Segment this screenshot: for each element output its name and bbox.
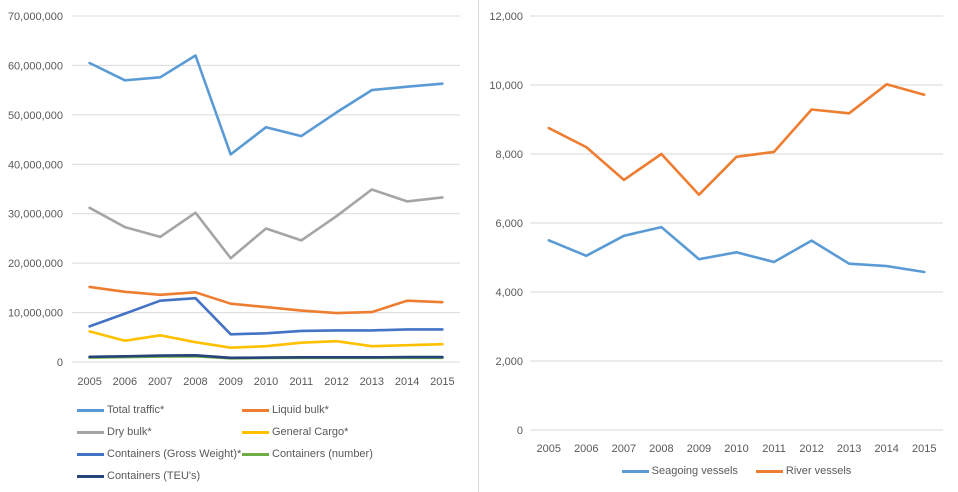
legend-label: General Cargo* xyxy=(272,425,349,438)
x-axis-tick-label: 2008 xyxy=(649,443,673,455)
x-axis-tick-label: 2013 xyxy=(360,376,384,388)
series-line-river-vessels xyxy=(547,83,926,196)
y-axis-tick-label: 40,000,000 xyxy=(8,159,63,171)
legend-line-swatch-icon xyxy=(755,469,783,473)
legend-item-containers-teu-s: Containers (TEU's) xyxy=(77,465,242,487)
legend-item-dry-bulk: Dry bulk* xyxy=(77,421,242,443)
x-axis-tick-label: 2012 xyxy=(799,443,823,455)
x-axis-tick-label: 2013 xyxy=(837,443,861,455)
series-line-seagoing-vessels xyxy=(547,225,926,274)
cargo-traffic-plot-area: 0 10,000,000 20,000,000 30,000,000 40,000,00… xyxy=(8,11,460,388)
y-axis-tick-label: 10,000,000 xyxy=(8,308,63,320)
x-axis-tick-label: 2009 xyxy=(218,376,242,388)
legend-item-containers-gross-weight: Containers (Gross Weight)* xyxy=(77,443,242,465)
vessels-legend: Seagoing vessels River vessels xyxy=(530,464,943,478)
legend-item-liquid-bulk: Liquid bulk* xyxy=(242,399,407,421)
series-line-containers-teu-s xyxy=(88,353,444,360)
legend-label: Containers (Gross Weight)* xyxy=(107,447,242,460)
series-line-general-cargo xyxy=(88,330,444,350)
y-axis-tick-label: 2,000 xyxy=(495,356,523,368)
legend-label: Seagoing vessels xyxy=(651,464,738,477)
legend-item-river-vessels: River vessels xyxy=(755,464,852,478)
x-axis-tick-label: 2011 xyxy=(289,376,313,388)
legend-line-swatch-icon xyxy=(77,430,104,434)
legend-item-containers-number: Containers (number) xyxy=(242,443,407,465)
x-axis-tick-label: 2010 xyxy=(254,376,278,388)
y-axis-tick-label: 0 xyxy=(517,425,523,437)
y-axis-tick-label: 12,000 xyxy=(489,11,523,23)
legend-label: Dry bulk* xyxy=(107,425,152,438)
y-axis-tick-label: 70,000,000 xyxy=(8,11,63,23)
y-axis-tick-label: 20,000,000 xyxy=(8,258,63,270)
series-line-containers-gross-weight xyxy=(88,296,444,336)
legend-item-total-traffic: Total traffic* xyxy=(77,399,242,421)
y-axis-tick-label: 0 xyxy=(57,357,63,369)
x-axis-tick-label: 2012 xyxy=(324,376,348,388)
x-axis-tick-label: 2009 xyxy=(687,443,711,455)
y-axis-tick-label: 10,000 xyxy=(489,80,523,92)
legend-label: Containers (TEU's) xyxy=(107,469,201,482)
x-axis-tick-label: 2006 xyxy=(574,443,598,455)
series-line-dry-bulk xyxy=(88,188,444,260)
legend-label: River vessels xyxy=(785,464,852,477)
y-axis-tick-label: 50,000,000 xyxy=(8,110,63,122)
vessels-chart: 0 2,000 4,000 6,000 8,000 10,000 12,000 2005 200… xyxy=(479,0,958,492)
y-axis-tick-label: 30,000,000 xyxy=(8,209,63,221)
legend-line-swatch-icon xyxy=(77,474,104,478)
x-axis-tick-label: 2007 xyxy=(612,443,636,455)
legend-label: Containers (number) xyxy=(272,447,373,460)
legend-label: Total traffic* xyxy=(107,403,165,416)
x-axis-tick-label: 2005 xyxy=(537,443,561,455)
vessels-plot-area: 0 2,000 4,000 6,000 8,000 10,000 12,000 2005 200… xyxy=(489,11,943,455)
x-axis-tick-label: 2015 xyxy=(912,443,936,455)
x-axis-tick-label: 2015 xyxy=(430,376,454,388)
legend-item-general-cargo: General Cargo* xyxy=(242,421,407,443)
legend-line-swatch-icon xyxy=(77,408,104,412)
legend-line-swatch-icon xyxy=(242,430,269,434)
legend-label: Liquid bulk* xyxy=(272,403,329,416)
x-axis-tick-label: 2014 xyxy=(395,376,419,388)
x-axis-tick-label: 2008 xyxy=(183,376,207,388)
cargo-traffic-legend: Total traffic* Liquid bulk* Dry bulk* Gener… xyxy=(77,399,417,487)
legend-item-seagoing-vessels: Seagoing vessels xyxy=(621,464,738,478)
y-axis-tick-label: 4,000 xyxy=(495,287,523,299)
x-axis-tick-label: 2007 xyxy=(148,376,172,388)
x-axis-tick-label: 2010 xyxy=(724,443,748,455)
series-line-liquid-bulk xyxy=(88,285,444,315)
cargo-traffic-chart: 0 10,000,000 20,000,000 30,000,000 40,000,00… xyxy=(8,11,460,487)
chart-divider-line xyxy=(478,0,479,492)
legend-line-swatch-icon xyxy=(242,452,269,456)
legend-line-swatch-icon xyxy=(77,452,104,456)
y-axis-tick-label: 8,000 xyxy=(495,149,523,161)
y-axis-tick-label: 6,000 xyxy=(495,218,523,230)
x-axis-tick-label: 2011 xyxy=(762,443,786,455)
series-line-total-traffic xyxy=(88,54,444,156)
x-axis-tick-label: 2006 xyxy=(113,376,137,388)
legend-line-swatch-icon xyxy=(242,408,269,412)
legend-line-swatch-icon xyxy=(621,469,649,473)
x-axis-tick-label: 2005 xyxy=(77,376,101,388)
x-axis-tick-label: 2014 xyxy=(874,443,898,455)
y-axis-tick-label: 60,000,000 xyxy=(8,60,63,72)
